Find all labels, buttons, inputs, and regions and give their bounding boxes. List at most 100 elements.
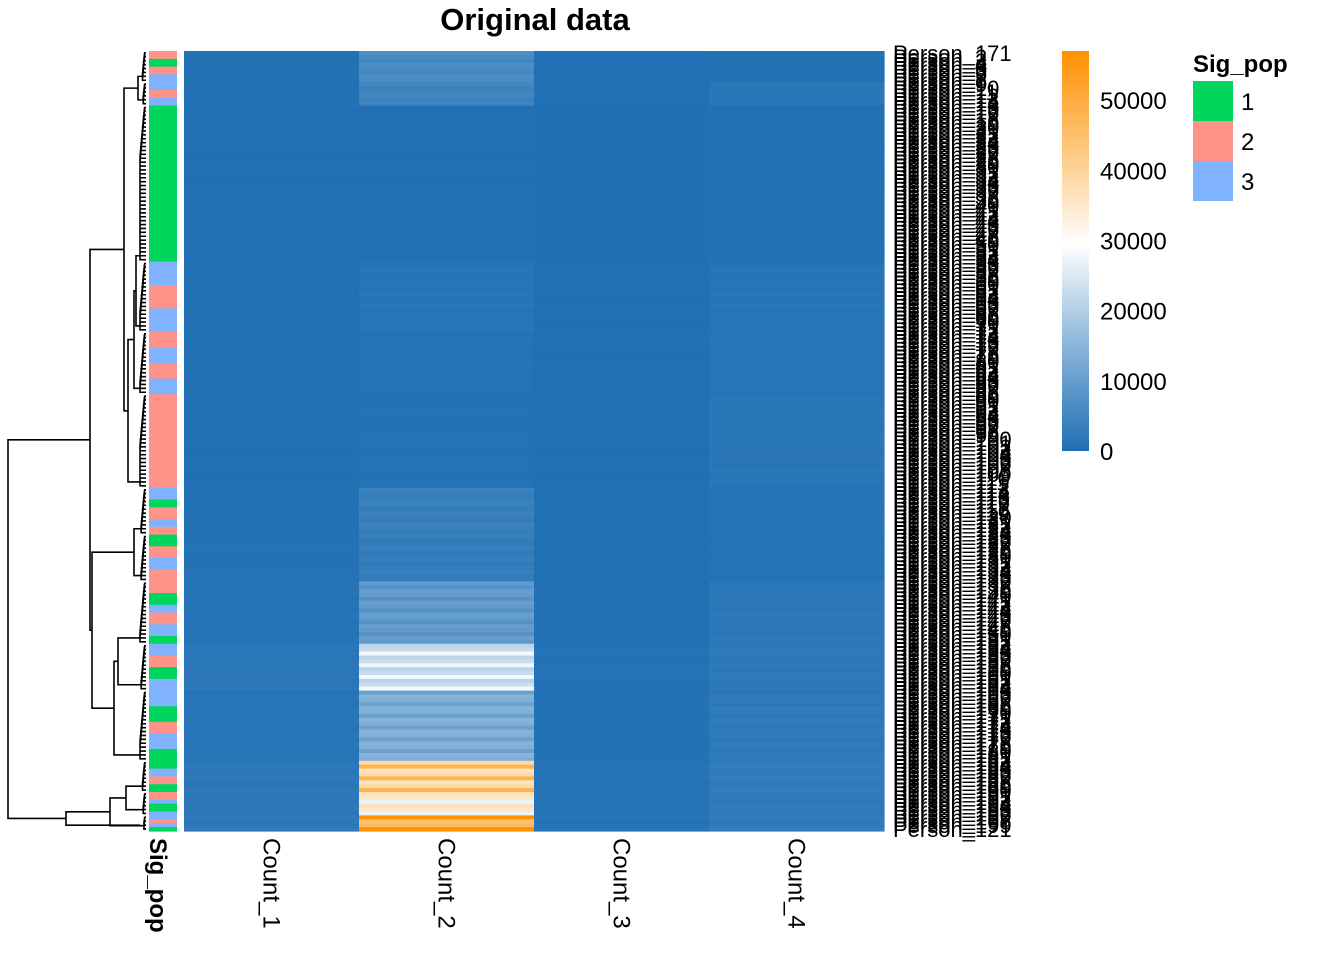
heatmap-cell [184, 238, 360, 243]
heatmap-cell [709, 698, 885, 703]
heatmap-cell [184, 257, 360, 263]
heatmap-cell [184, 351, 360, 356]
heatmap-cell [534, 725, 710, 731]
heatmap-cell [709, 643, 885, 649]
heatmap-cell [184, 827, 360, 832]
heatmap-cell [184, 214, 360, 220]
heatmap-cell [184, 203, 360, 208]
heatmap-cell [534, 604, 710, 610]
annotation-cell [149, 760, 177, 766]
heatmap-cell [184, 464, 360, 469]
heatmap-cell [359, 561, 535, 567]
heatmap-cell [534, 749, 710, 754]
heatmap-cell [709, 82, 885, 87]
row-label: Person_161 [893, 665, 1012, 690]
heatmap-cell [534, 203, 710, 208]
heatmap-cell [709, 199, 885, 204]
heatmap-cell [359, 339, 535, 345]
heatmap-cell [359, 51, 535, 56]
heatmap-cell [359, 795, 535, 801]
row-label: Person_65 [893, 291, 999, 316]
heatmap-cell [534, 195, 710, 200]
heatmap-cell [534, 499, 710, 504]
row-label: Person_163 [893, 673, 1012, 698]
heatmap-cell [709, 573, 885, 579]
annotation-cell [149, 721, 177, 727]
heatmap-cell [534, 745, 710, 750]
heatmap-cell [534, 156, 710, 161]
heatmap-cell [709, 277, 885, 282]
heatmap-cell [359, 756, 535, 762]
heatmap-cell [534, 78, 710, 83]
heatmap-cell [359, 546, 535, 551]
heatmap-cell [359, 86, 535, 91]
row-label: Person_55 [893, 252, 999, 277]
heatmap-cell [709, 577, 885, 582]
heatmap-cell [184, 589, 360, 594]
heatmap-cell [359, 125, 535, 130]
annotation-cell [149, 764, 177, 770]
annotation-cell [149, 749, 177, 754]
row-label: Person_171 [893, 41, 1012, 66]
row-label: Person_142 [893, 591, 1012, 616]
heatmap-cell [534, 522, 710, 528]
heatmap-cell [709, 694, 885, 699]
row-label: Person_124 [893, 521, 1012, 546]
heatmap-cell [184, 129, 360, 134]
heatmap-cell [709, 495, 885, 501]
heatmap-cell [709, 776, 885, 781]
colorbar-tick-label: 0 [1100, 439, 1113, 466]
annotation-cell [149, 269, 177, 274]
row-label: Person_170 [893, 700, 1012, 725]
annotation-cell [149, 164, 177, 169]
heatmap-cell [534, 491, 710, 497]
heatmap-cell [534, 390, 710, 395]
column-label: Count_1 [258, 838, 285, 929]
heatmap-cell [534, 253, 710, 259]
row-label: Person_52 [893, 240, 999, 265]
heatmap-cell [359, 249, 535, 255]
annotation-cell [149, 140, 177, 146]
heatmap-cell [709, 210, 885, 216]
heatmap-cell [184, 756, 360, 762]
annotation-cell [149, 597, 177, 602]
annotation-cell [149, 382, 177, 387]
heatmap-cell [534, 550, 710, 555]
heatmap-cell [184, 721, 360, 727]
heatmap-cell [184, 210, 360, 216]
heatmap-cell [709, 499, 885, 504]
row-label: Person_66 [893, 294, 999, 319]
heatmap-cell [184, 522, 360, 528]
heatmap-cell [709, 706, 885, 711]
heatmap-cell [184, 390, 360, 395]
annotation-cell [149, 222, 177, 228]
heatmap-cell [359, 456, 535, 462]
heatmap-cell [709, 335, 885, 341]
annotation-cell [149, 538, 177, 543]
annotation-cell [149, 753, 177, 758]
row-label: Person_40 [893, 193, 999, 218]
row-label: Person_32 [893, 162, 999, 187]
annotation-cell [149, 312, 177, 317]
heatmap-cell [359, 257, 535, 263]
row-label: Person_106 [893, 450, 1012, 475]
heatmap-cell [709, 460, 885, 465]
heatmap-cell [184, 807, 360, 813]
heatmap-cell [709, 51, 885, 56]
heatmap-cell [359, 764, 535, 770]
heatmap-cell [184, 702, 360, 707]
heatmap-cell [359, 253, 535, 259]
heatmap-cell [359, 655, 535, 660]
annotation-cell [149, 636, 177, 641]
heatmap-cell [184, 132, 360, 138]
heatmap-cell [184, 378, 360, 384]
heatmap-cell [184, 409, 360, 415]
heatmap-cell [534, 402, 710, 407]
heatmap-cell [709, 437, 885, 442]
heatmap-cell [184, 253, 360, 259]
heatmap-cell [534, 667, 710, 672]
heatmap-cell [534, 351, 710, 356]
row-label: Person_129 [893, 540, 1012, 565]
heatmap-cell [184, 261, 360, 267]
heatmap-cell [184, 300, 360, 306]
